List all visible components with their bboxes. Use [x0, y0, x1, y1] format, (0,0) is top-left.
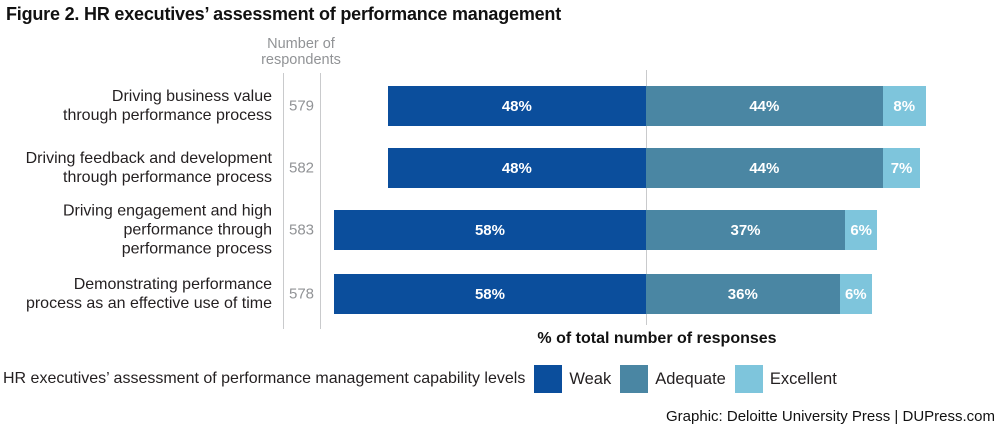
respondent-count: 583	[288, 221, 315, 239]
bar-segment-weak: 58%	[333, 274, 646, 314]
bar-value-label: 48%	[501, 97, 532, 115]
respondents-column-left-line	[283, 73, 284, 329]
bar-segment-excellent: 6%	[845, 210, 878, 250]
bar-value-label: 44%	[749, 97, 780, 115]
respondents-header: Number of respondents	[236, 36, 366, 68]
bar-segment-excellent: 8%	[882, 86, 926, 126]
category-label: Driving feedback and development through …	[25, 150, 272, 186]
bar-value-label: 8%	[893, 97, 916, 115]
bar-value-label: 58%	[474, 285, 505, 303]
axis-gridline	[646, 70, 647, 325]
bar-segment-weak: 48%	[387, 148, 646, 188]
bar-segment-weak: 58%	[333, 210, 646, 250]
bar-value-label: 6%	[850, 221, 872, 239]
x-axis-label: % of total number of responses	[537, 330, 777, 347]
category-label: Driving engagement and high performance t…	[62, 202, 272, 258]
legend-item-weak: Weak	[525, 365, 611, 393]
respondents-column-right-line	[320, 73, 321, 329]
bar-value-label: 37%	[730, 221, 761, 239]
bar-row: 48% 44% 8%	[387, 86, 926, 126]
bar-segment-weak: 48%	[387, 86, 646, 126]
legend-swatch-adequate	[620, 365, 649, 393]
respondent-count: 579	[288, 97, 315, 115]
respondent-count: 582	[288, 159, 315, 177]
bar-row: 48% 44% 7%	[387, 148, 921, 188]
category-label: Driving business value through performanc…	[63, 88, 272, 124]
legend: HR executives’ assessment of performance…	[3, 364, 837, 394]
legend-item-excellent: Excellent	[726, 365, 837, 393]
bar-segment-adequate: 36%	[645, 274, 840, 314]
bar-value-label: 58%	[474, 221, 505, 239]
bar-segment-adequate: 44%	[645, 148, 883, 188]
legend-label: Adequate	[655, 369, 726, 388]
respondents-header-line2: respondents	[261, 52, 341, 68]
bar-row: 58% 37% 6%	[333, 210, 878, 250]
bar-value-label: 6%	[844, 285, 867, 303]
respondents-header-line1: Number of	[267, 36, 335, 52]
legend-swatch-excellent	[734, 365, 763, 393]
bar-segment-adequate: 44%	[645, 86, 883, 126]
bar-value-label: 7%	[890, 159, 913, 177]
credit-line: Graphic: Deloitte University Press | DUP…	[666, 408, 995, 425]
category-label: Demonstrating performance process as an e…	[25, 276, 272, 312]
legend-label: Weak	[569, 369, 612, 388]
bar-value-label: 36%	[727, 285, 758, 303]
legend-label: Excellent	[769, 369, 837, 388]
bar-row: 58% 36% 6%	[333, 274, 872, 314]
legend-items: Weak Adequate Excellent	[525, 365, 837, 393]
legend-item-adequate: Adequate	[611, 365, 726, 393]
bar-segment-excellent: 6%	[839, 274, 872, 314]
bar-value-label: 48%	[501, 159, 532, 177]
respondent-count: 578	[288, 285, 315, 303]
legend-swatch-weak	[534, 365, 563, 393]
figure-title: Figure 2. HR executives’ assessment of p…	[6, 4, 562, 24]
bar-segment-excellent: 7%	[882, 148, 921, 188]
legend-caption: HR executives’ assessment of performance…	[3, 370, 526, 387]
bar-segment-adequate: 37%	[645, 210, 846, 250]
bar-value-label: 44%	[749, 159, 780, 177]
